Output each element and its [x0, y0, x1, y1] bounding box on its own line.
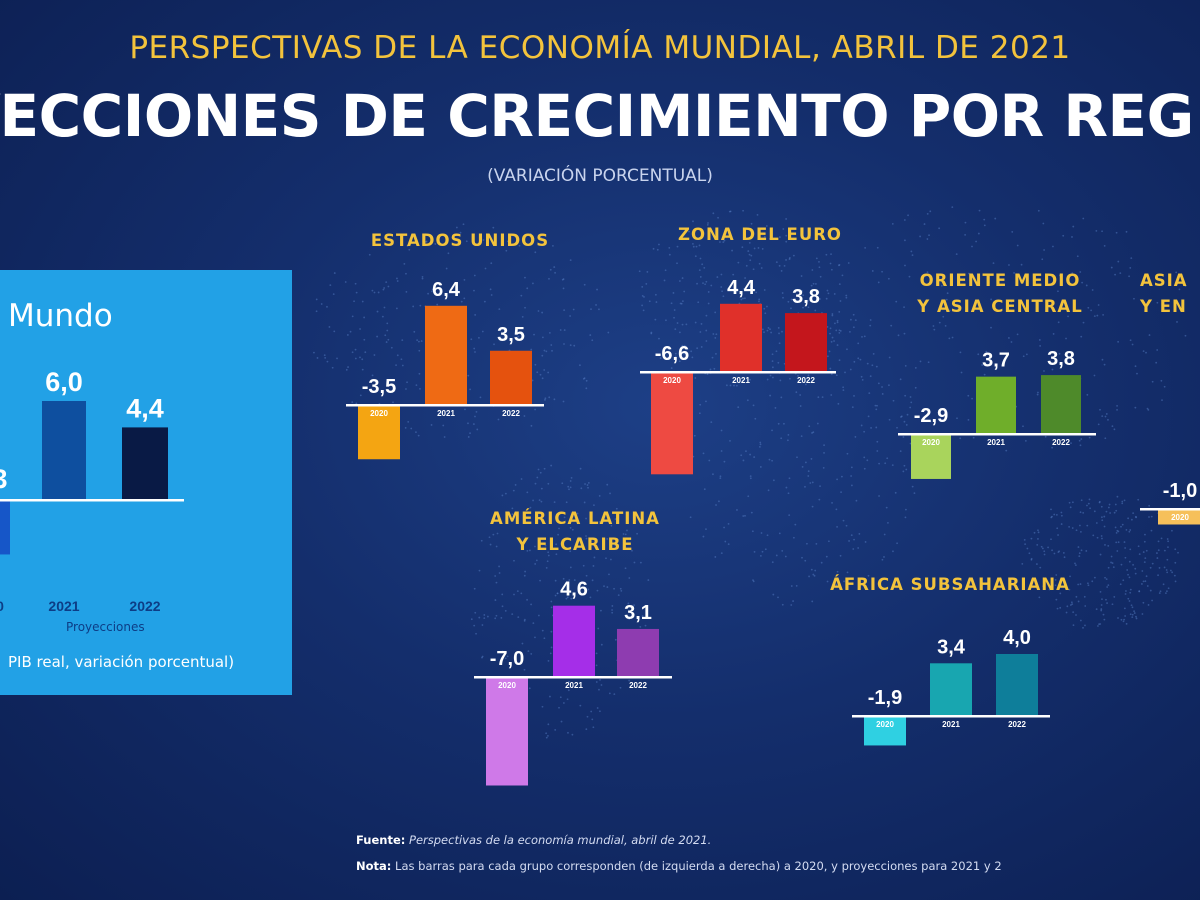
tick-label-latam-1: 2021	[565, 681, 583, 690]
value-label-us-1: 6,4	[432, 279, 461, 301]
bar-africa-1	[930, 663, 972, 716]
tick-label-us-0: 2020	[370, 409, 388, 418]
bar-mideast-1	[976, 376, 1016, 434]
axis-line-mideast	[898, 433, 1096, 436]
region-title-euro: ZONA DEL EURO	[678, 225, 842, 244]
value-label-africa-2: 4,0	[1003, 627, 1031, 649]
value-label-us-0: -3,5	[362, 376, 396, 398]
source-label: Fuente:	[356, 833, 406, 847]
subtitle: (VARIACIÓN PORCENTUAL)	[487, 166, 713, 186]
value-label-euro-2: 3,8	[792, 286, 820, 308]
value-label-mideast-1: 3,7	[982, 350, 1010, 372]
world-panel-footer: PIB real, variación porcentual)	[8, 653, 235, 671]
region-title-asia-line-1: ASIA	[1140, 271, 1188, 290]
region-title-latam: AMÉRICA LATINA Y ELCARIBE	[455, 506, 695, 558]
value-label-latam-0: -7,0	[490, 648, 524, 670]
world-panel-title: Mundo	[8, 298, 113, 334]
region-title-africa: ÁFRICA SUBSAHARIANA	[830, 575, 1070, 594]
value-label-mideast-2: 3,8	[1047, 348, 1075, 370]
note-label: Nota:	[356, 859, 392, 873]
chart-africa: -1,9 2020 3,4 2021 4,0 2022	[852, 627, 1050, 746]
bar-mideast-2	[1041, 375, 1081, 434]
tick-label-mideast-0: 2020	[922, 438, 940, 447]
bar-euro-0	[651, 372, 693, 475]
tick-label-mideast-2: 2022	[1052, 438, 1070, 447]
axis-line-asia	[1140, 508, 1200, 511]
footnote: Nota: Las barras para cada grupo corresp…	[356, 859, 1002, 873]
region-title-latam-line-2: Y ELCARIBE	[516, 535, 634, 554]
bar-africa-2	[996, 654, 1038, 716]
axis-line-euro	[640, 371, 836, 374]
bar-mideast-0	[911, 434, 951, 479]
chart-us: -3,5 2020 6,4 2021 3,5 2022	[346, 279, 544, 460]
bar-us-0	[358, 405, 400, 460]
axis-line-us	[346, 404, 544, 407]
region-title-middle-east: ORIENTE MEDIO Y ASIA CENTRAL	[880, 268, 1120, 320]
value-label-euro-0: -6,6	[655, 343, 689, 365]
bar-africa-0	[864, 716, 906, 746]
value-label-world-1: 6,0	[45, 367, 83, 397]
value-label-world-2: 4,4	[126, 393, 164, 423]
bar-latam-1	[553, 605, 595, 677]
bar-us-1	[425, 305, 467, 405]
region-title-middle-east-line-2: Y ASIA CENTRAL	[917, 297, 1083, 316]
tick-label-world-2: 2022	[129, 598, 160, 614]
region-title-asia: ASIA Y EN	[1140, 268, 1200, 320]
region-title-middle-east-line-1: ORIENTE MEDIO	[919, 271, 1081, 290]
value-label-africa-1: 3,4	[937, 636, 966, 658]
value-label-asia-0: -1,0	[1163, 480, 1197, 502]
tick-label-euro-0: 2020	[663, 376, 681, 385]
axis-line-world	[0, 499, 184, 502]
tick-label-euro-1: 2021	[732, 376, 750, 385]
value-label-latam-1: 4,6	[560, 579, 588, 601]
tick-label-world-0: 0	[0, 598, 4, 614]
tick-label-latam-2: 2022	[629, 681, 647, 690]
tick-label-us-2: 2022	[502, 409, 520, 418]
bar-asia-0	[1158, 509, 1200, 525]
tick-label-world-1: 2021	[48, 598, 79, 614]
tick-label-africa-2: 2022	[1008, 720, 1026, 729]
region-title-latam-line-1: AMÉRICA LATINA	[490, 509, 660, 528]
chart-mideast: -2,9 2020 3,7 2021 3,8 2022	[898, 348, 1096, 479]
source-text: Perspectivas de la economía mundial, abr…	[409, 833, 712, 847]
value-label-us-2: 3,5	[497, 324, 525, 346]
value-label-africa-0: -1,9	[868, 687, 902, 709]
chart-world: 3 0 6,0 2021 4,4 2022	[0, 367, 184, 614]
source-note: Fuente: Perspectivas de la economía mund…	[356, 833, 711, 847]
tick-label-mideast-1: 2021	[987, 438, 1005, 447]
tick-label-euro-2: 2022	[797, 376, 815, 385]
region-title-asia-line-2: Y EN	[1140, 297, 1187, 316]
tick-label-us-1: 2021	[437, 409, 455, 418]
value-label-latam-2: 3,1	[624, 602, 652, 624]
world-projection-label: Proyecciones	[66, 620, 145, 634]
region-title-us: ESTADOS UNIDOS	[370, 231, 550, 250]
chart-asia: -1,0 2020	[1140, 480, 1200, 525]
bar-euro-2	[785, 313, 827, 372]
chart-euro: -6,6 2020 4,4 2021 3,8 2022	[640, 277, 836, 475]
tick-label-asia-0: 2020	[1171, 513, 1189, 522]
tick-label-latam-0: 2020	[498, 681, 516, 690]
chart-latam: -7,0 2020 4,6 2021 3,1 2022	[474, 579, 672, 786]
bar-latam-0	[486, 677, 528, 786]
value-label-world-0: 3	[0, 464, 8, 494]
bar-world-2	[122, 427, 168, 500]
value-label-euro-1: 4,4	[727, 277, 756, 299]
bar-euro-1	[720, 303, 762, 372]
tick-label-africa-1: 2021	[942, 720, 960, 729]
bar-world-0	[0, 500, 10, 555]
axis-line-africa	[852, 715, 1050, 718]
axis-line-latam	[474, 676, 672, 679]
bar-latam-2	[617, 628, 659, 677]
bar-us-2	[490, 350, 532, 405]
note-text: Las barras para cada grupo corresponden …	[395, 859, 1002, 873]
bar-world-1	[42, 401, 86, 500]
tick-label-africa-0: 2020	[876, 720, 894, 729]
super-title: PERSPECTIVAS DE LA ECONOMÍA MUNDIAL, ABR…	[129, 30, 1071, 66]
page-title: YECCIONES DE CRECIMIENTO POR REG	[0, 82, 1194, 150]
value-label-mideast-0: -2,9	[914, 405, 948, 427]
